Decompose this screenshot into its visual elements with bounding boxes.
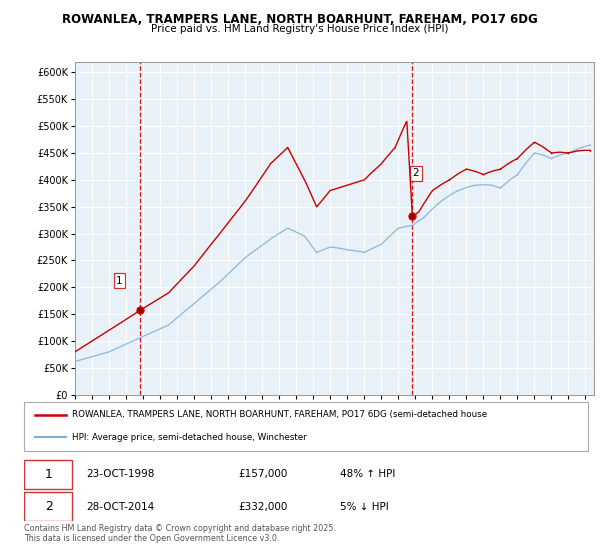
Text: £157,000: £157,000 [238,469,287,479]
Text: 48% ↑ HPI: 48% ↑ HPI [340,469,395,479]
Text: 2: 2 [45,500,53,513]
Text: ROWANLEA, TRAMPERS LANE, NORTH BOARHUNT, FAREHAM, PO17 6DG (semi-detached house: ROWANLEA, TRAMPERS LANE, NORTH BOARHUNT,… [72,410,487,419]
Text: HPI: Average price, semi-detached house, Winchester: HPI: Average price, semi-detached house,… [72,433,307,442]
FancyBboxPatch shape [24,492,72,521]
Text: 5% ↓ HPI: 5% ↓ HPI [340,502,389,512]
FancyBboxPatch shape [24,402,588,451]
Text: 28-OCT-2014: 28-OCT-2014 [86,502,154,512]
FancyBboxPatch shape [24,460,72,488]
Text: £332,000: £332,000 [238,502,287,512]
Text: Contains HM Land Registry data © Crown copyright and database right 2025.
This d: Contains HM Land Registry data © Crown c… [24,524,336,543]
Text: 1: 1 [116,276,123,286]
Text: 1: 1 [45,468,53,481]
Text: Price paid vs. HM Land Registry's House Price Index (HPI): Price paid vs. HM Land Registry's House … [151,24,449,34]
Text: 2: 2 [413,169,419,179]
Text: ROWANLEA, TRAMPERS LANE, NORTH BOARHUNT, FAREHAM, PO17 6DG: ROWANLEA, TRAMPERS LANE, NORTH BOARHUNT,… [62,13,538,26]
Text: 23-OCT-1998: 23-OCT-1998 [86,469,154,479]
